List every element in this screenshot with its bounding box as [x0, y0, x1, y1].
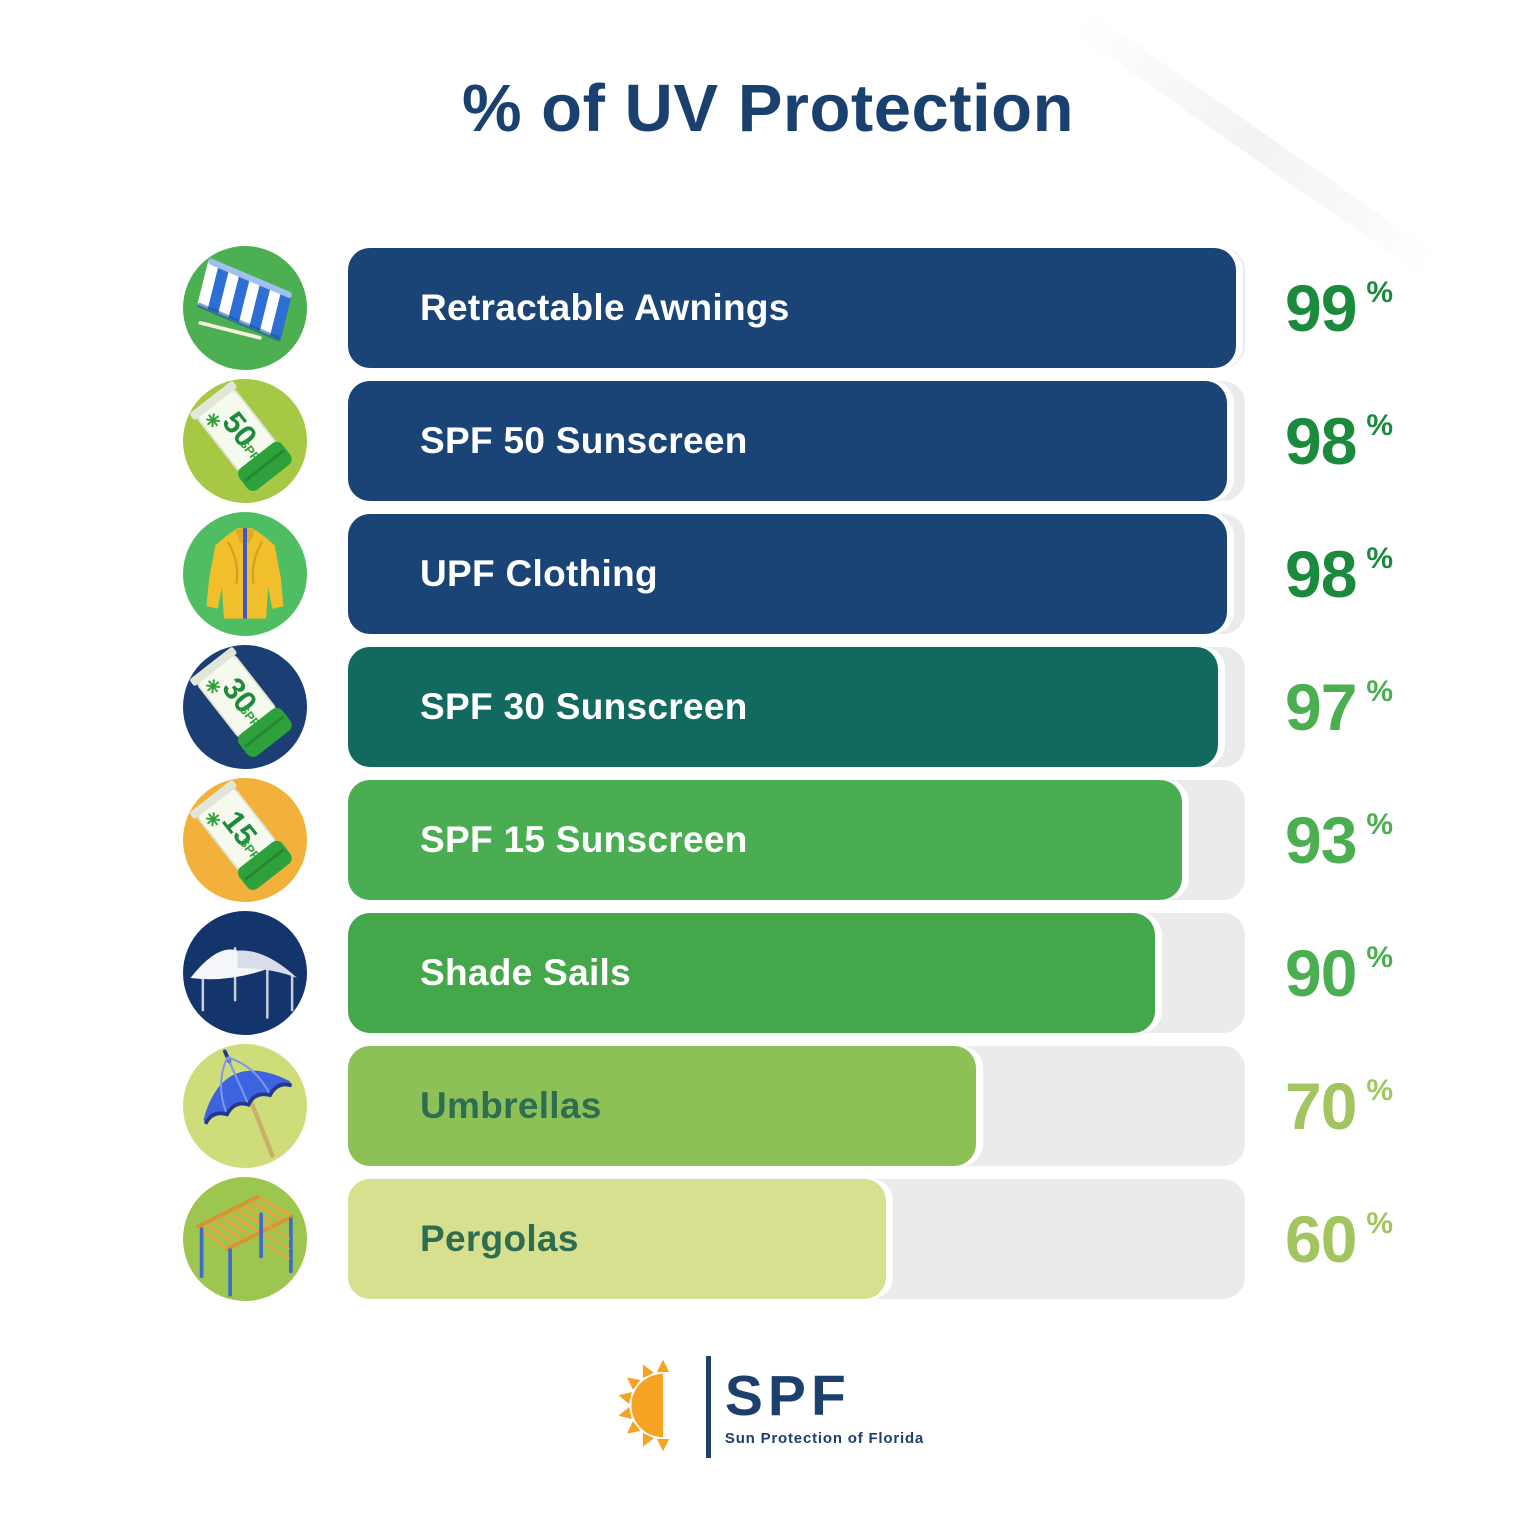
- logo-text-block: SPF Sun Protection of Florida: [724, 1363, 925, 1447]
- percentage-value: 98 %: [1285, 403, 1393, 479]
- bar-fill: Pergolas: [348, 1179, 887, 1299]
- chart-row: UPF Clothing 98 %: [180, 512, 1393, 636]
- bar-fill: UPF Clothing: [348, 514, 1228, 634]
- spf-logo: SPF Sun Protection of Florida: [0, 1356, 1536, 1458]
- percentage-number: 97: [1285, 670, 1357, 744]
- chart-row: 30 SPF SPF 30 Sunscreen 97 %: [180, 645, 1393, 769]
- percentage-number: 99: [1285, 271, 1357, 345]
- percentage-value: 70 %: [1285, 1068, 1393, 1144]
- bar-track: UPF Clothing: [348, 514, 1245, 634]
- upf-clothing-graphic: [206, 528, 284, 619]
- percent-sign: %: [1366, 409, 1394, 442]
- row-icon-wrap: [180, 911, 310, 1035]
- percentage-number: 98: [1285, 537, 1357, 611]
- chart-row: 50 SPF SPF 50 Sunscreen 98 %: [180, 379, 1393, 503]
- percent-sign: %: [1366, 542, 1394, 575]
- spf15-tube-graphic: 15 SPF: [190, 780, 292, 890]
- bar-label: Pergolas: [420, 1218, 579, 1259]
- percentage-number: 98: [1285, 404, 1357, 478]
- sun-graphic: [618, 1359, 670, 1452]
- row-icon: [183, 512, 307, 636]
- bar-fill: Umbrellas: [348, 1046, 976, 1166]
- row-icon-wrap: 15 SPF: [180, 778, 310, 902]
- bar-fill: SPF 50 Sunscreen: [348, 381, 1228, 501]
- logo-divider: [705, 1356, 711, 1458]
- row-icon: 15 SPF: [183, 778, 307, 902]
- chart-row: 15 SPF SPF 15 Sunscreen 93 %: [180, 778, 1393, 902]
- percentage-number: 70: [1285, 1069, 1357, 1143]
- row-icon-wrap: [180, 1044, 310, 1168]
- bar-track: SPF 50 Sunscreen: [348, 381, 1245, 501]
- uv-protection-chart: Retractable Awnings 99 % 50 SPF SPF 50 S…: [180, 246, 1393, 1312]
- spf50-tube-graphic: 50 SPF: [190, 381, 292, 491]
- chart-row: Shade Sails 90 %: [180, 911, 1393, 1035]
- chart-row: Pergolas 60 %: [180, 1177, 1393, 1301]
- bar-track: Umbrellas: [348, 1046, 1245, 1166]
- awning-graphic: [197, 258, 292, 342]
- bar-label: Retractable Awnings: [420, 287, 790, 328]
- page-title: % of UV Protection: [461, 71, 1075, 146]
- row-icon: 50 SPF: [183, 379, 307, 503]
- row-icon: [183, 1177, 307, 1301]
- bar-track: Retractable Awnings: [348, 248, 1245, 368]
- logo-name: SPF: [724, 1363, 851, 1428]
- row-icon-wrap: 30 SPF: [180, 645, 310, 769]
- bar-fill: SPF 15 Sunscreen: [348, 780, 1183, 900]
- bar-label: SPF 50 Sunscreen: [420, 420, 748, 461]
- bar-track: Shade Sails: [348, 913, 1245, 1033]
- bar-fill: SPF 30 Sunscreen: [348, 647, 1219, 767]
- percentage-value: 90 %: [1285, 935, 1393, 1011]
- percent-sign: %: [1366, 1074, 1394, 1107]
- bar-track: SPF 30 Sunscreen: [348, 647, 1245, 767]
- percent-sign: %: [1366, 675, 1394, 708]
- spf30-tube-graphic: 30 SPF: [190, 647, 292, 757]
- row-icon-wrap: [180, 246, 310, 370]
- percentage-value: 93 %: [1285, 802, 1393, 878]
- percentage-number: 93: [1285, 803, 1357, 877]
- bar-label: UPF Clothing: [420, 553, 658, 594]
- row-icon-wrap: [180, 512, 310, 636]
- percent-sign: %: [1366, 941, 1394, 974]
- chart-row: Umbrellas 70 %: [180, 1044, 1393, 1168]
- logo-tagline: Sun Protection of Florida: [724, 1429, 925, 1447]
- sun-icon: [612, 1357, 700, 1457]
- percentage-value: 99 %: [1285, 270, 1393, 346]
- percent-sign: %: [1366, 1207, 1394, 1240]
- bar-track: SPF 15 Sunscreen: [348, 780, 1245, 900]
- chart-row: Retractable Awnings 99 %: [180, 246, 1393, 370]
- pergola-graphic: [196, 1194, 294, 1297]
- percentage-value: 98 %: [1285, 536, 1393, 612]
- percent-sign: %: [1366, 276, 1394, 309]
- bar-label: Umbrellas: [420, 1085, 602, 1126]
- bar-label: SPF 15 Sunscreen: [420, 819, 748, 860]
- row-icon-wrap: [180, 1177, 310, 1301]
- row-icon: 30 SPF: [183, 645, 307, 769]
- percentage-number: 60: [1285, 1202, 1357, 1276]
- bar-label: SPF 30 Sunscreen: [420, 686, 748, 727]
- percent-sign: %: [1366, 808, 1394, 841]
- percentage-number: 90: [1285, 936, 1357, 1010]
- row-icon: [183, 1044, 307, 1168]
- row-icon: [183, 911, 307, 1035]
- row-icon-wrap: 50 SPF: [180, 379, 310, 503]
- percentage-value: 97 %: [1285, 669, 1393, 745]
- percentage-value: 60 %: [1285, 1201, 1393, 1277]
- bar-fill: Shade Sails: [348, 913, 1156, 1033]
- bar-fill: Retractable Awnings: [348, 248, 1237, 368]
- bar-track: Pergolas: [348, 1179, 1245, 1299]
- umbrella-graphic: [203, 1049, 293, 1158]
- shade-sail-graphic: [190, 946, 298, 1019]
- spf-logo-inner: SPF Sun Protection of Florida: [612, 1356, 924, 1458]
- bar-label: Shade Sails: [420, 952, 632, 993]
- row-icon: [183, 246, 307, 370]
